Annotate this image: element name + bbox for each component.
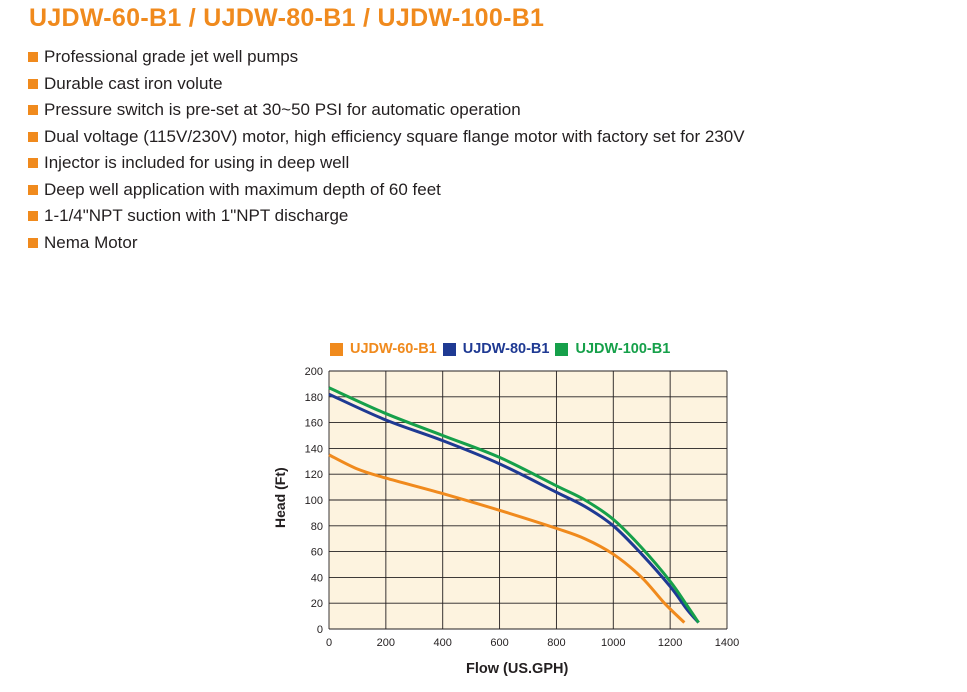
x-axis-label: Flow (US.GPH) xyxy=(466,661,569,677)
square-bullet-icon xyxy=(28,105,38,116)
feature-item: Pressure switch is pre-set at 30~50 PSI … xyxy=(28,97,745,124)
feature-text: Durable cast iron volute xyxy=(44,73,223,93)
legend-label: UJDW-80-B1 xyxy=(462,341,550,357)
y-tick-label: 20 xyxy=(311,598,323,610)
square-bullet-icon xyxy=(28,237,38,248)
feature-item: Professional grade jet well pumps xyxy=(28,44,745,71)
x-tick-label: 1000 xyxy=(601,637,625,649)
series-line-ujdw-100-b1 xyxy=(328,386,700,624)
y-tick-label: 60 xyxy=(311,547,323,559)
feature-item: Durable cast iron volute xyxy=(28,71,745,98)
x-tick-label: 0 xyxy=(326,637,332,649)
legend-item-ujdw-80: UJDW-80-B1 xyxy=(442,341,550,357)
y-tick-label: 120 xyxy=(305,469,323,481)
x-tick-label: 800 xyxy=(547,637,565,649)
feature-text: Injector is included for using in deep w… xyxy=(44,153,350,173)
square-bullet-icon xyxy=(28,78,38,89)
feature-item: Deep well application with maximum depth… xyxy=(28,177,745,204)
legend-label: UJDW-100-B1 xyxy=(575,341,671,357)
x-tick-label: 1400 xyxy=(715,637,739,649)
page-title: UJDW-60-B1 / UJDW-80-B1 / UJDW-100-B1 xyxy=(29,4,545,32)
y-tick-label: 100 xyxy=(305,495,323,507)
y-tick-label: 40 xyxy=(311,572,323,584)
y-tick-label: 140 xyxy=(305,443,323,455)
series-line-ujdw-80-b1 xyxy=(328,392,700,624)
x-tick-label: 1200 xyxy=(658,637,682,649)
feature-text: Pressure switch is pre-set at 30~50 PSI … xyxy=(44,100,521,120)
legend-swatch-icon xyxy=(330,342,343,356)
square-bullet-icon xyxy=(28,131,38,142)
square-bullet-icon xyxy=(28,52,38,63)
legend-label: UJDW-60-B1 xyxy=(350,341,437,357)
feature-item: Injector is included for using in deep w… xyxy=(28,150,745,177)
legend-item-ujdw-100: UJDW-100-B1 xyxy=(555,341,670,357)
x-tick-label: 200 xyxy=(377,637,395,649)
y-tick-label: 180 xyxy=(305,392,323,404)
legend-swatch-icon xyxy=(555,342,569,356)
y-tick-label: 0 xyxy=(317,624,323,636)
y-axis-label: Head (Ft) xyxy=(272,467,288,528)
feature-text: Professional grade jet well pumps xyxy=(44,47,299,67)
series-line-ujdw-60-b1 xyxy=(328,453,686,624)
x-tick-label: 600 xyxy=(490,637,508,649)
legend-swatch-icon xyxy=(442,342,456,356)
feature-list: Professional grade jet well pumps Durabl… xyxy=(28,44,745,256)
legend-item-ujdw-60: UJDW-60-B1 xyxy=(330,341,437,357)
y-tick-label: 200 xyxy=(305,366,323,378)
y-tick-label: 80 xyxy=(311,521,323,533)
y-tick-label: 160 xyxy=(305,418,323,430)
feature-item: Dual voltage (115V/230V) motor, high eff… xyxy=(28,124,745,151)
feature-text: Deep well application with maximum depth… xyxy=(44,179,441,199)
x-tick-label: 400 xyxy=(434,637,452,649)
chart-legend: UJDW-60-B1 UJDW-80-B1 UJDW-100-B1 xyxy=(330,341,676,357)
feature-text: Nema Motor xyxy=(44,232,138,252)
square-bullet-icon xyxy=(28,184,38,195)
square-bullet-icon xyxy=(28,158,38,169)
feature-text: Dual voltage (115V/230V) motor, high eff… xyxy=(44,126,745,146)
square-bullet-icon xyxy=(28,211,38,222)
feature-item: Nema Motor xyxy=(28,230,745,257)
feature-text: 1-1/4"NPT suction with 1"NPT discharge xyxy=(44,206,349,226)
feature-item: 1-1/4"NPT suction with 1"NPT discharge xyxy=(28,203,745,230)
